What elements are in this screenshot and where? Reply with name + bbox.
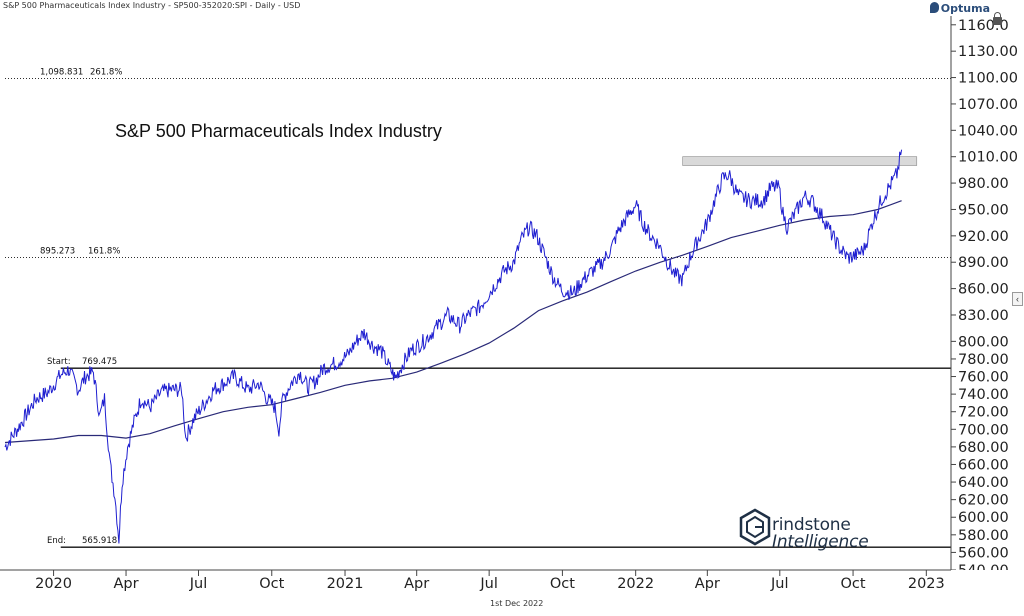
y-tick-label-24: 1130.00	[958, 44, 1018, 60]
y-tick-label-10: 740.00	[958, 387, 1009, 403]
level-label-2: 1,098.831	[40, 68, 83, 78]
level-label-1: End:	[47, 536, 66, 546]
x-tick-label-8: 2022	[617, 576, 654, 592]
y-tick-label-13: 800.00	[958, 334, 1009, 350]
y-tick-label-9: 720.00	[958, 405, 1009, 421]
y-tick-label-19: 980.00	[958, 176, 1009, 192]
level-label-0: Start:	[47, 357, 71, 367]
x-tick-label-0: 2020	[35, 576, 72, 592]
footer-date: 1st Dec 2022	[490, 599, 544, 608]
x-tick-label-5: Apr	[404, 576, 429, 592]
price-line	[4, 149, 903, 544]
brand-logo: Optuma	[929, 2, 990, 15]
x-tick-label-11: Oct	[841, 576, 866, 592]
y-tick-label-16: 890.00	[958, 255, 1009, 271]
scale-toggle-button[interactable]: ‹	[1012, 292, 1023, 306]
y-tick-label-2: 580.00	[958, 528, 1009, 544]
series-layer	[4, 149, 903, 544]
wordmark-line-1: rindstone	[772, 515, 851, 535]
x-tick-label-3: Oct	[259, 576, 284, 592]
x-tick-label-12: 2023	[908, 576, 945, 592]
horizontal-levels-layer: Start: 769.475 End: 565.918 1,098.831 261.8% 8…	[5, 68, 951, 548]
wordmark-line-2: Intelligence	[772, 532, 869, 552]
y-tick-label-4: 620.00	[958, 493, 1009, 509]
grindstone-logo-icon	[739, 508, 771, 546]
y-tick-label-7: 680.00	[958, 440, 1009, 456]
y-tick-label-14: 830.00	[958, 308, 1009, 324]
y-tick-label-5: 640.00	[958, 475, 1009, 491]
brand-name: Optuma	[940, 2, 990, 15]
resistance-zone-layer	[682, 156, 918, 166]
x-tick-label-1: Apr	[113, 576, 138, 592]
grindstone-wordmark: rindstone Intelligence	[772, 517, 869, 551]
y-tick-label-1: 560.00	[958, 545, 1009, 561]
level-label-3: 895.273	[40, 247, 75, 257]
chart-header: S&P 500 Pharmaceuticals Index Industry -…	[3, 1, 301, 10]
y-tick-label-23: 1100.00	[958, 71, 1018, 87]
y-tick-label-11: 760.00	[958, 370, 1009, 386]
x-tick-label-2: Jul	[189, 576, 208, 592]
plot-area	[5, 16, 951, 570]
level-value-2: 261.8%	[90, 68, 122, 78]
y-tick-label-8: 700.00	[958, 422, 1009, 438]
x-axis-ticks: 2020 Apr Jul Oct 2021 Apr Jul Oct 2022 Apr Jul Oct 2…	[35, 570, 945, 592]
chart-title: S&P 500 Pharmaceuticals Index Industry	[115, 121, 442, 141]
y-tick-label-17: 920.00	[958, 229, 1009, 245]
level-value-0: 769.475	[82, 357, 117, 367]
y-tick-label-15: 860.00	[958, 282, 1009, 298]
x-axis-panel[interactable]	[0, 570, 1024, 597]
y-tick-label-22: 1070.00	[958, 97, 1018, 113]
optuma-icon	[929, 2, 939, 13]
x-tick-label-6: Jul	[479, 576, 498, 592]
level-value-1: 565.918	[82, 536, 117, 546]
y-tick-label-6: 660.00	[958, 457, 1009, 473]
y-tick-label-18: 950.00	[958, 202, 1009, 218]
y-axis-panel[interactable]	[951, 16, 1024, 570]
y-tick-label-20: 1010.00	[958, 150, 1018, 166]
y-tick-label-3: 600.00	[958, 510, 1009, 526]
x-tick-label-7: Oct	[550, 576, 575, 592]
resistance-zone	[682, 156, 918, 166]
lock-icon[interactable]	[993, 12, 1002, 25]
moving-average-line	[4, 200, 902, 444]
level-value-3: 161.8%	[88, 247, 120, 257]
y-axis-ticks: 540.00560.00580.00600.00620.00640.00660.…	[951, 18, 1018, 579]
y-tick-label-12: 780.00	[958, 352, 1009, 368]
y-tick-label-21: 1040.00	[958, 123, 1018, 139]
x-tick-label-9: Apr	[695, 576, 720, 592]
x-tick-label-10: Jul	[770, 576, 789, 592]
x-tick-label-4: 2021	[327, 576, 364, 592]
